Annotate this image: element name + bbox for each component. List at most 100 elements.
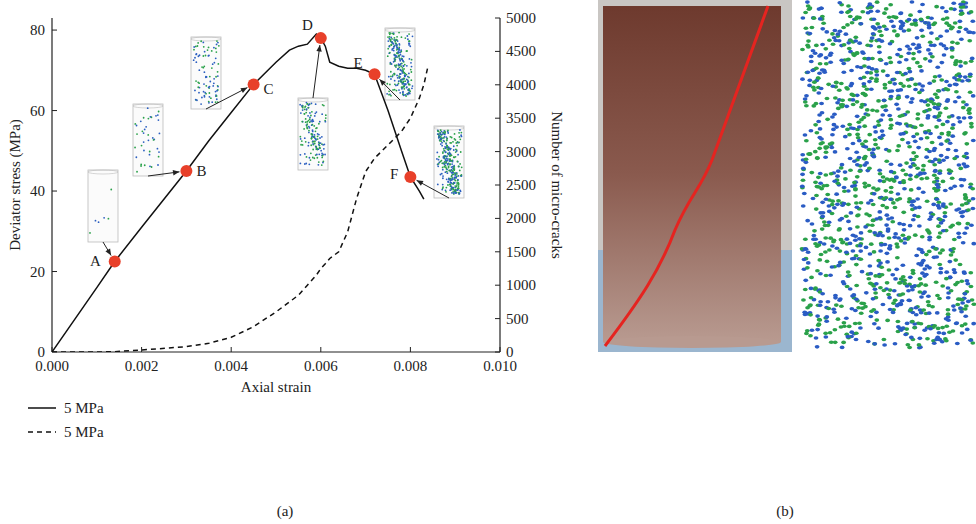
crack-dot (957, 236, 962, 240)
inset-crack (299, 104, 301, 106)
crack-dot (870, 108, 875, 112)
inset-crack (441, 160, 443, 162)
crack-dot (913, 88, 918, 92)
inset-crack (212, 63, 214, 65)
inset-crack (448, 153, 450, 155)
crack-dot (865, 43, 870, 47)
crack-dot (893, 342, 898, 346)
inset-crack (445, 158, 447, 160)
inset-crack (299, 136, 301, 138)
inset-crack (318, 161, 320, 163)
crack-dot (926, 103, 931, 107)
photo-background (598, 0, 792, 352)
inset-crack (408, 73, 410, 75)
inset-crack (403, 88, 405, 90)
crack-dot (841, 26, 846, 30)
crack-dot (953, 21, 958, 25)
inset-crack (449, 155, 451, 157)
inset-crack (143, 132, 145, 134)
crack-dot (876, 146, 881, 150)
crack-dot (937, 263, 942, 267)
crack-dot (867, 214, 872, 218)
crack-dot (957, 222, 962, 226)
crack-dot (971, 302, 976, 306)
inset-crack (395, 39, 397, 41)
inset-crack (402, 70, 404, 72)
crack-dot (907, 18, 912, 22)
crack-dot (964, 142, 969, 146)
crack-dot (854, 338, 859, 342)
crack-dot (818, 172, 823, 176)
crack-dot (853, 188, 858, 192)
inset-crack (438, 163, 440, 165)
crack-dot (964, 103, 969, 107)
y-tick-label: 40 (30, 183, 45, 199)
inset-crack (457, 179, 459, 181)
inset-crack (443, 130, 445, 132)
crack-dot (815, 156, 820, 160)
inset-crack (392, 76, 394, 78)
crack-dot (823, 250, 828, 254)
crack-dot (858, 326, 863, 330)
inset-crack (299, 163, 301, 165)
inset-crack (453, 168, 455, 170)
inset-crack (392, 89, 394, 91)
crack-dot (825, 97, 830, 101)
inset-crack (316, 127, 318, 129)
crack-dot (878, 231, 883, 235)
inset-crack (394, 41, 396, 43)
inset-crack (458, 185, 460, 187)
inset-crack (442, 187, 444, 189)
crack-dot (813, 150, 818, 154)
crack-dot (956, 30, 961, 34)
crack-dot (825, 260, 830, 264)
inset-crack (193, 59, 195, 61)
inset-crack (398, 80, 400, 82)
crack-dot (906, 236, 911, 240)
crack-dot (815, 314, 820, 318)
crack-dot (871, 219, 876, 223)
crack-dot (900, 138, 905, 142)
crack-dot (944, 29, 949, 33)
crack-dot (825, 193, 830, 197)
inset-crack (200, 40, 202, 42)
inset-crack (449, 163, 451, 165)
crack-dot (889, 19, 894, 23)
arrow-line (379, 79, 400, 100)
crack-dot (825, 184, 830, 188)
crack-dot (887, 268, 892, 272)
inset-crack (400, 49, 402, 51)
inset-crack (323, 143, 325, 145)
inset-crack (89, 232, 91, 234)
inset-crack (211, 67, 213, 69)
inset-crack (459, 136, 461, 138)
inset-crack (140, 164, 142, 166)
inset-crack (392, 74, 394, 76)
crack-dot (800, 16, 805, 20)
crack-dot (936, 235, 941, 239)
inset-crack (409, 84, 411, 86)
inset-crack (213, 78, 215, 80)
inset-crack (454, 138, 456, 140)
panel-label: (a) (277, 503, 294, 520)
inset-crack (216, 43, 218, 45)
crack-dot (862, 182, 867, 186)
inset-crack (399, 73, 401, 75)
crack-dot (801, 204, 806, 208)
inset-crack (458, 187, 460, 189)
crack-dot (913, 19, 918, 23)
inset-crack (308, 107, 310, 109)
inset-crack (441, 131, 443, 133)
inset-crack (208, 87, 210, 89)
inset-top (434, 126, 464, 130)
inset-crack (317, 148, 319, 150)
inset-crack (453, 177, 455, 179)
inset-crack (315, 139, 317, 141)
crack-dot (902, 241, 907, 245)
crack-dot (802, 258, 807, 262)
crack-dot (860, 306, 865, 310)
crack-dot (837, 88, 842, 92)
inset-crack (447, 181, 449, 183)
inset-crack (152, 137, 154, 139)
inset-crack (302, 144, 304, 146)
